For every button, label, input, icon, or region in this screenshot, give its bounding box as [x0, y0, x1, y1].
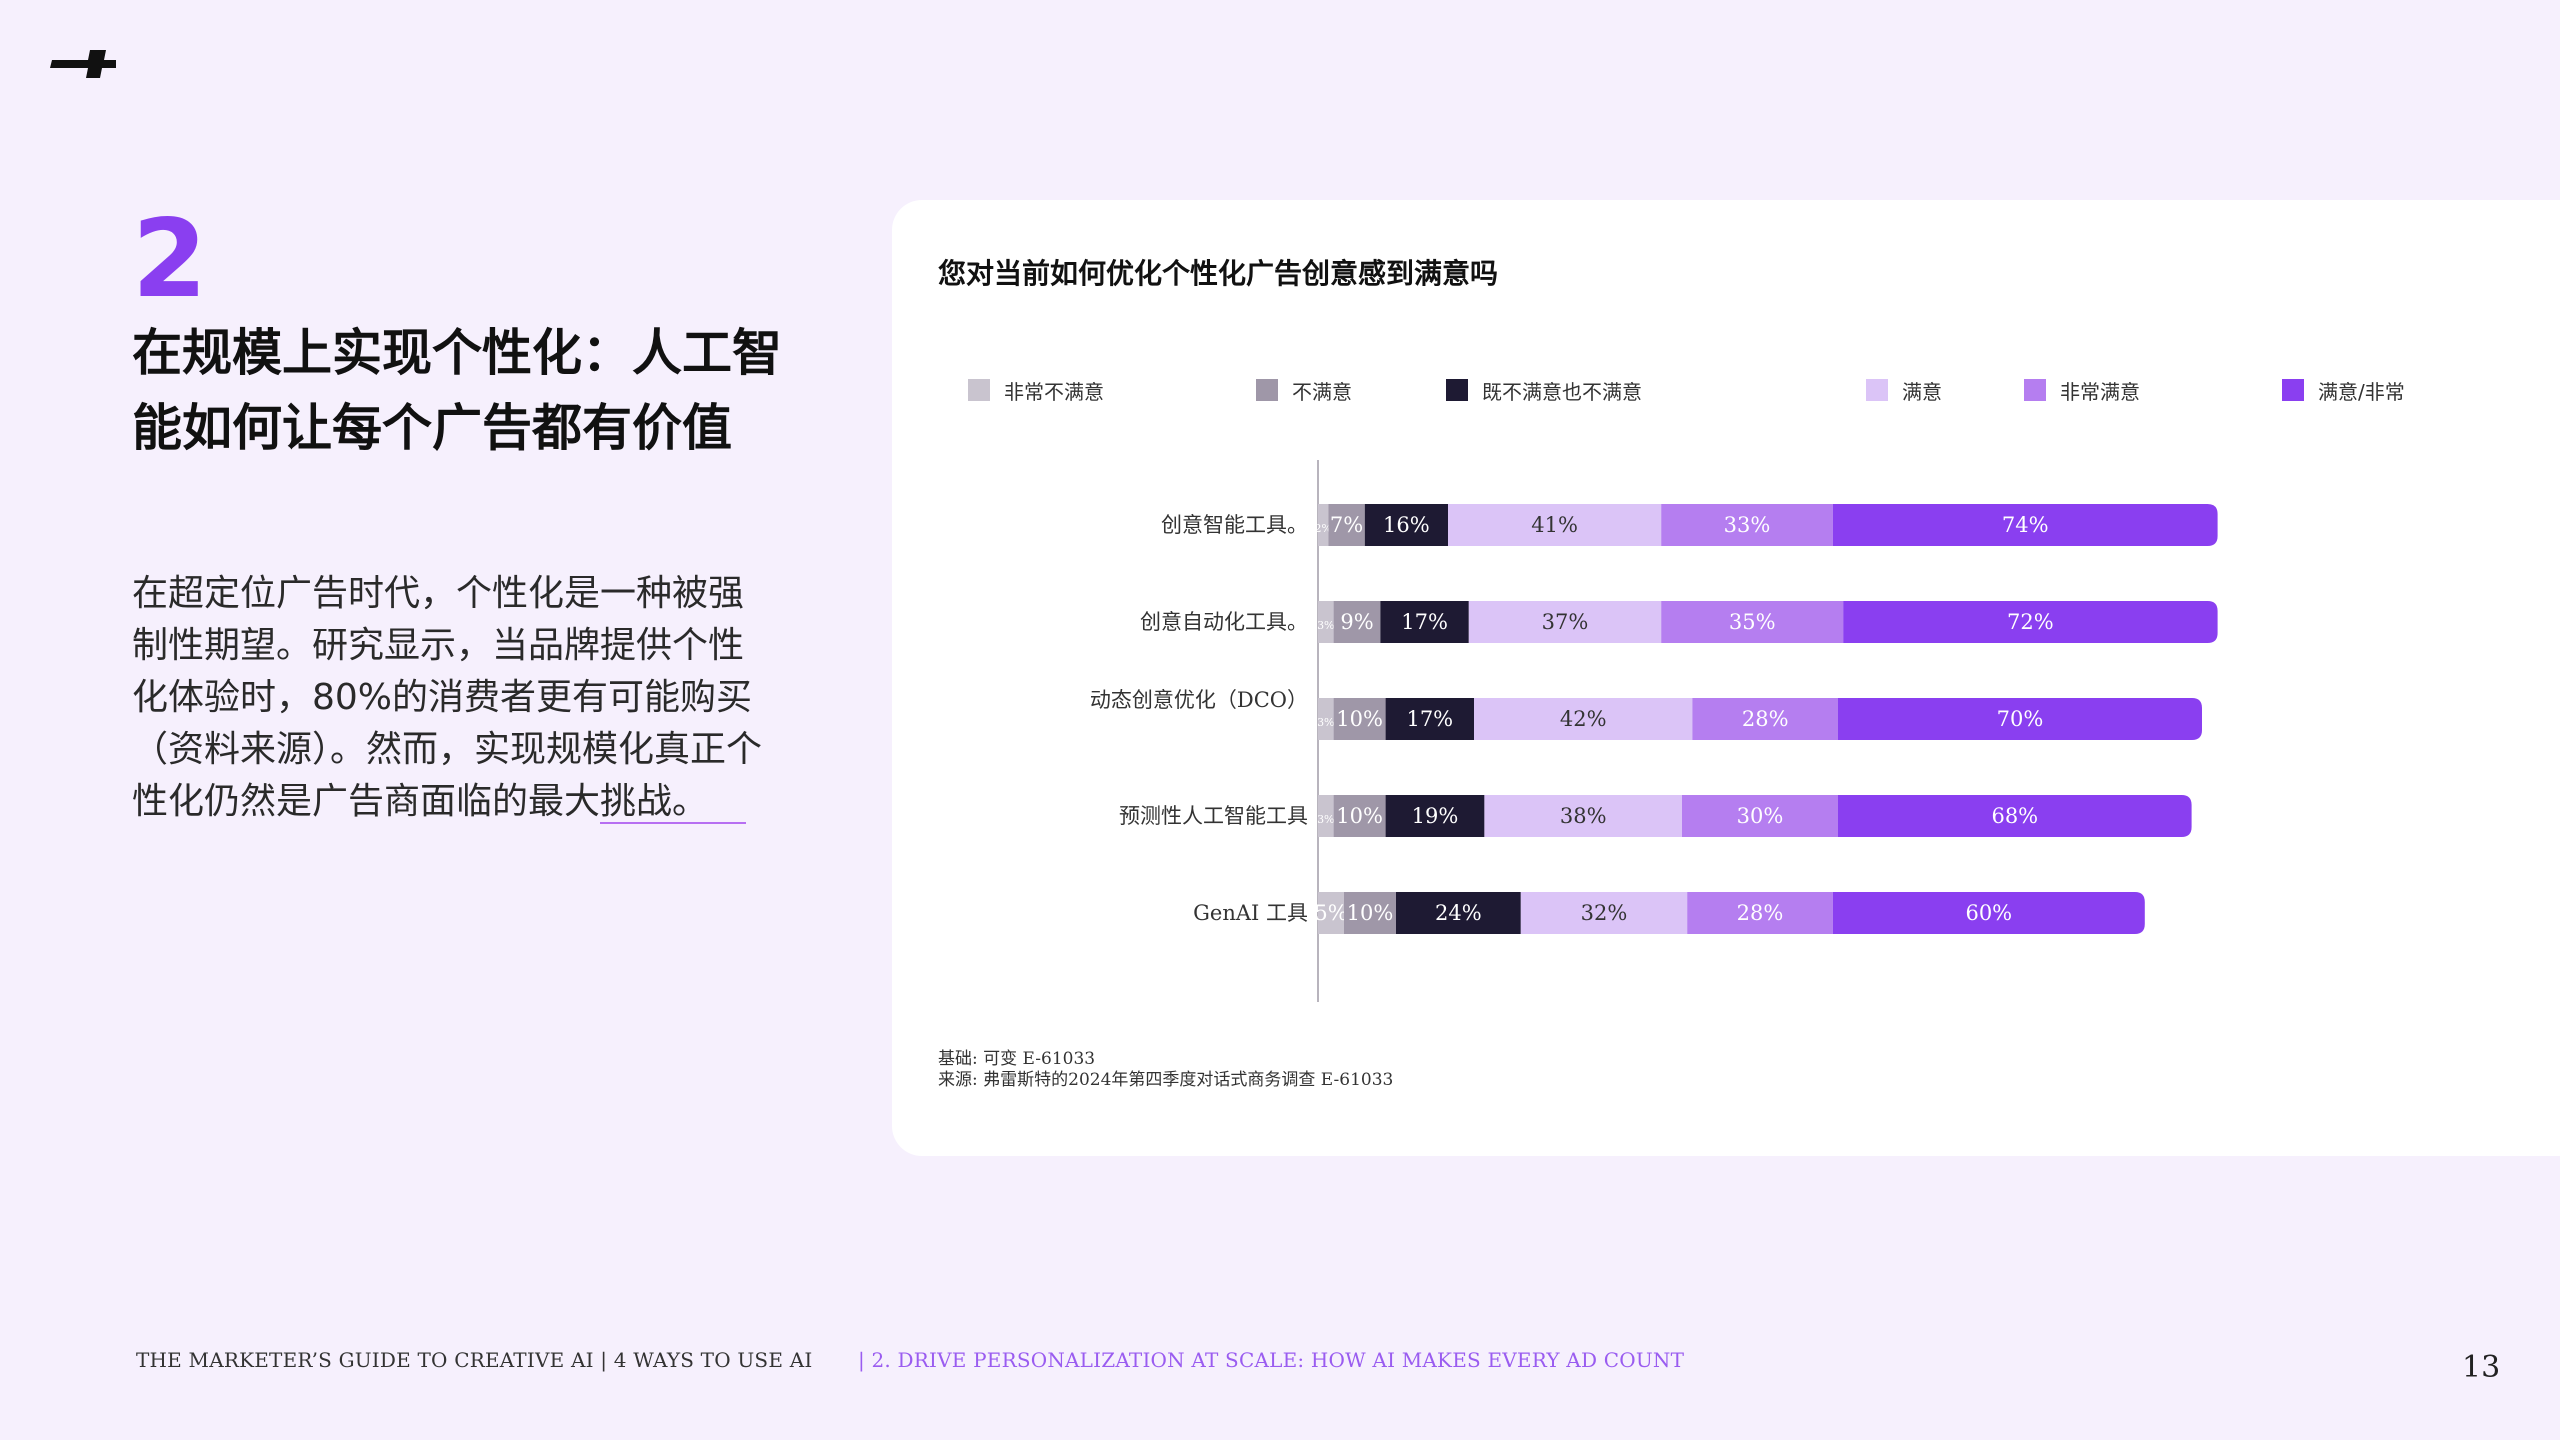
- data-label-total: 74%: [2002, 513, 2049, 537]
- bar-segment: [1333, 601, 1381, 643]
- legend-swatch: [1256, 379, 1278, 401]
- bar-segment: [1380, 601, 1469, 643]
- section-number: 2: [132, 197, 208, 322]
- legend-item-satisfied-total: 满意/非常: [2282, 376, 2405, 404]
- footer-guide-title: THE MARKETER’S GUIDE TO CREATIVE AI | 4 …: [136, 1348, 813, 1372]
- page-number: 13: [2462, 1350, 2501, 1385]
- data-label: 17%: [1406, 707, 1453, 731]
- data-label: 41%: [1531, 513, 1578, 537]
- data-label-total: 68%: [1991, 804, 2038, 828]
- bar-segment-total: [1843, 601, 2218, 643]
- legend-label: 非常不满意: [1004, 379, 1104, 404]
- legend-swatch: [1446, 379, 1468, 401]
- bar-segment-total: [1832, 504, 2218, 546]
- data-label: 38%: [1560, 804, 1607, 828]
- brand-logo: [50, 50, 116, 78]
- legend-swatch: [968, 379, 990, 401]
- data-label: 9%: [1340, 610, 1373, 634]
- bar-segment-total: [1838, 795, 2192, 837]
- bar-segment: [1333, 795, 1386, 837]
- legend-swatch: [2282, 379, 2304, 401]
- data-label-total: 72%: [2007, 610, 2054, 634]
- chart-card: [892, 200, 2560, 1156]
- chart-title: 您对当前如何优化个性化广告创意感到满意吗: [938, 257, 1499, 290]
- bar-segment: [1318, 892, 1344, 934]
- data-label: 28%: [1737, 901, 1784, 925]
- data-label: 17%: [1401, 610, 1448, 634]
- bar-segment-total: [1838, 698, 2202, 740]
- data-label: 37%: [1542, 610, 1589, 634]
- data-label: 2%: [1314, 522, 1331, 535]
- legend-label: 满意: [1902, 379, 1942, 404]
- data-label: 10%: [1336, 804, 1383, 828]
- category-label: 创意自动化工具。: [1140, 610, 1308, 634]
- bar-segment: [1385, 698, 1474, 740]
- category-label: 创意智能工具。: [1161, 513, 1308, 537]
- bar-segment: [1661, 601, 1844, 643]
- bar-segment: [1484, 795, 1682, 837]
- bar-segment: [1344, 892, 1396, 934]
- data-label: 33%: [1724, 513, 1771, 537]
- footer-section-title: | 2. DRIVE PERSONALIZATION AT SCALE: HOW…: [858, 1348, 1685, 1372]
- bar-segment: [1468, 601, 1662, 643]
- data-label: 42%: [1560, 707, 1607, 731]
- bar-segment: [1448, 504, 1662, 546]
- section-title: 在规模上实现个性化：人工智能如何让每个广告都有价值: [132, 324, 782, 457]
- data-label: 35%: [1729, 610, 1776, 634]
- bar-segment: [1474, 698, 1693, 740]
- category-label: 动态创意优化（DCO）: [1090, 688, 1308, 712]
- legend-swatch: [2024, 379, 2046, 401]
- data-label: 16%: [1383, 513, 1430, 537]
- data-label: 10%: [1336, 707, 1383, 731]
- bar-segment: [1687, 892, 1833, 934]
- data-label: 3%: [1317, 813, 1334, 826]
- text-underline: [600, 822, 746, 824]
- bar-segment-total: [1832, 892, 2145, 934]
- body-paragraph: 在超定位广告时代，个性化是一种被强制性期望。研究显示，当品牌提供个性化体验时，8…: [132, 573, 763, 822]
- bar-segment: [1396, 892, 1521, 934]
- legend-swatch: [1866, 379, 1888, 401]
- stacked-bar-chart: 创意智能工具。 2%7% 16% 41% 33% 74% 创意自动化工具。 3% 9% 17% 37…: [1090, 460, 2218, 1002]
- bar-segment: [1520, 892, 1688, 934]
- data-label: 10%: [1347, 901, 1394, 925]
- footnote-base: 基础: 可变 E-61033: [938, 1049, 1096, 1069]
- data-label: 5%: [1314, 901, 1347, 925]
- bar-segment: [1364, 504, 1448, 546]
- legend-item-satisfied: 满意: [1866, 376, 1942, 404]
- data-label: 32%: [1581, 901, 1628, 925]
- data-label: 28%: [1742, 707, 1789, 731]
- bar-segment: [1318, 698, 1334, 740]
- category-label: 预测性人工智能工具: [1119, 804, 1308, 828]
- legend-item-neutral: 既不满意也不满意: [1446, 376, 1642, 404]
- legend-item-very-dissatisfied: 非常不满意: [968, 376, 1104, 404]
- data-label: 3%: [1317, 619, 1334, 632]
- data-label: 24%: [1435, 901, 1482, 925]
- data-label-total: 70%: [1997, 707, 2044, 731]
- bar-segment: [1318, 504, 1329, 546]
- bar-segment: [1328, 504, 1365, 546]
- data-label: 7%: [1330, 513, 1363, 537]
- data-label: 3%: [1317, 716, 1334, 729]
- category-label: GenAI 工具: [1193, 901, 1308, 925]
- legend-label: 既不满意也不满意: [1482, 379, 1642, 404]
- bar-segment: [1385, 795, 1485, 837]
- legend-label: 满意/非常: [2318, 379, 2405, 404]
- legend-item-dissatisfied: 不满意: [1256, 376, 1352, 404]
- data-label-total: 60%: [1965, 901, 2012, 925]
- bar-segment: [1318, 601, 1334, 643]
- footnote-source: 来源: 弗雷斯特的2024年第四季度对话式商务调查 E-61033: [938, 1070, 1394, 1090]
- bar-segment: [1333, 698, 1386, 740]
- bar-segment: [1692, 698, 1838, 740]
- bar-segment: [1661, 504, 1833, 546]
- data-label: 30%: [1737, 804, 1784, 828]
- legend-item-very-satisfied: 非常满意: [2024, 376, 2140, 404]
- data-label: 19%: [1412, 804, 1459, 828]
- legend-label: 不满意: [1292, 379, 1352, 404]
- bar-segment: [1318, 795, 1334, 837]
- bar-segment: [1682, 795, 1838, 837]
- legend-label: 非常满意: [2060, 379, 2140, 404]
